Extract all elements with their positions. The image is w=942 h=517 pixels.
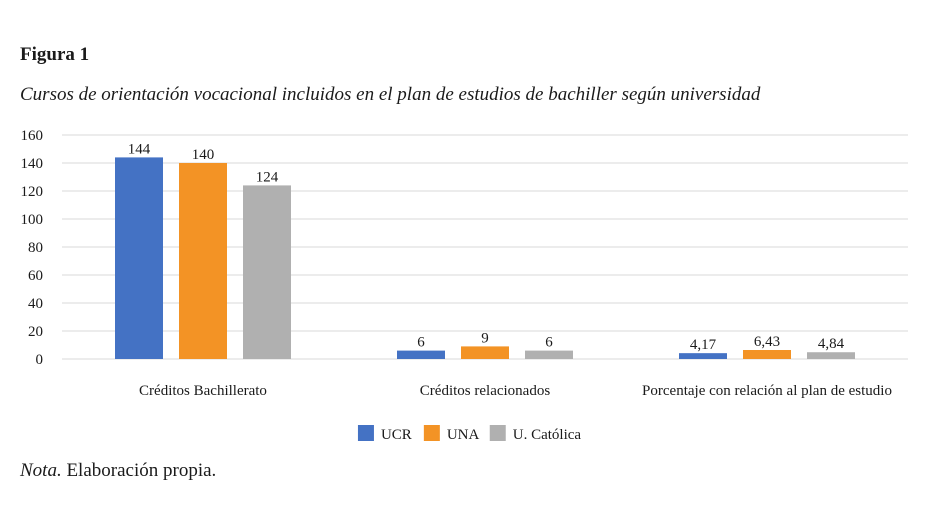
y-tick-label: 40 xyxy=(28,296,43,312)
bar xyxy=(179,163,227,359)
note-text: Elaboración propia. xyxy=(61,460,217,481)
bar-chart: 0 20 40 60 80 100 120 140 160 144 140 124 Créditos B… xyxy=(21,128,908,443)
legend-swatch xyxy=(489,425,506,441)
data-label: 144 xyxy=(128,141,151,157)
y-tick-label: 100 xyxy=(21,212,44,228)
legend-label: UCR xyxy=(381,427,412,443)
y-tick-label: 20 xyxy=(28,324,43,340)
legend-label: U. Católica xyxy=(513,427,582,443)
x-category-label: Créditos relacionados xyxy=(420,383,551,399)
y-tick-label: 140 xyxy=(21,156,44,172)
y-tick-label: 80 xyxy=(28,240,43,256)
y-tick-label: 60 xyxy=(28,268,43,284)
bar xyxy=(743,349,791,359)
y-tick-label: 120 xyxy=(21,184,44,200)
figure-label: Figura 1 xyxy=(20,44,90,65)
data-label: 4,84 xyxy=(818,336,845,352)
legend-swatch xyxy=(357,425,374,441)
legend-label: UNA xyxy=(447,427,480,443)
data-label: 6,43 xyxy=(754,334,780,350)
y-tick-label: 0 xyxy=(36,352,44,368)
data-label: 140 xyxy=(192,147,215,163)
bar xyxy=(397,350,445,359)
bar xyxy=(243,185,291,359)
bar xyxy=(461,346,509,359)
x-category-label: Porcentaje con relación al plan de estud… xyxy=(642,383,892,399)
figure-caption: Cursos de orientación vocacional incluid… xyxy=(20,84,761,105)
bar xyxy=(807,352,855,359)
y-tick-label: 160 xyxy=(21,128,44,144)
data-label: 9 xyxy=(481,330,489,346)
data-label: 124 xyxy=(256,169,279,185)
data-label: 6 xyxy=(545,335,553,351)
x-category-label: Créditos Bachillerato xyxy=(139,383,267,399)
bar xyxy=(115,157,163,359)
note-label: Nota. xyxy=(20,460,62,481)
bar xyxy=(525,350,573,359)
legend-swatch xyxy=(423,425,440,441)
figure-note: Nota. Elaboración propia. xyxy=(20,460,216,482)
data-label: 4,17 xyxy=(690,337,717,353)
bar xyxy=(679,353,727,359)
data-label: 6 xyxy=(417,335,425,351)
